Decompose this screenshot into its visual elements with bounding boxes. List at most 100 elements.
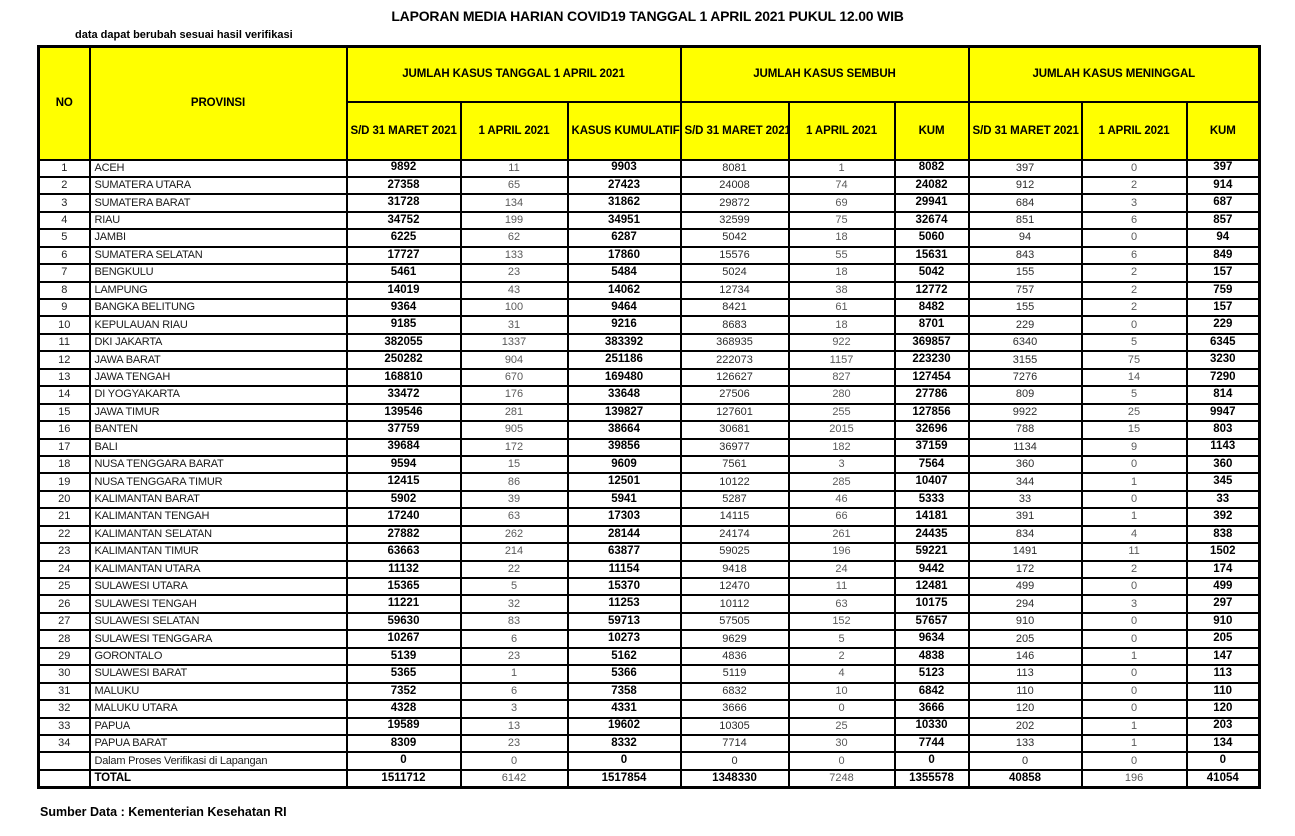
cell-value: 39856	[566, 437, 682, 457]
cell-value: 670	[459, 367, 569, 388]
cell-value: 5042	[679, 228, 790, 248]
cell-value: 14019	[345, 280, 462, 301]
data-source-note: Sumber Data : Kementerian Kesehatan RI	[40, 805, 287, 819]
cell-value: 29872	[679, 193, 790, 213]
cell-value: 9	[1080, 437, 1188, 457]
cell-value: 33	[967, 489, 1083, 510]
table-row: 9 BANGKA BELITUNG 9364 100 9464 8421 61 8482 155…	[37, 297, 1261, 318]
cell-value: 5024	[679, 263, 790, 283]
cell-value: 914	[1185, 175, 1261, 196]
cell-value: 38	[787, 280, 896, 301]
cell-value: 0	[1080, 228, 1188, 248]
cell-value: 1	[459, 664, 569, 684]
cell-provinsi: LAMPUNG	[88, 280, 348, 301]
cell-value: 168810	[345, 367, 462, 388]
cell-no: 29	[37, 646, 91, 667]
cell-no: 14	[37, 385, 91, 405]
cell-value: 8701	[893, 315, 970, 335]
cell-value: 3	[1080, 193, 1188, 213]
cell-value: 63	[459, 507, 569, 527]
cell-value: 5366	[566, 664, 682, 684]
cell-value: 7290	[1185, 367, 1261, 388]
cell-value: 7358	[566, 681, 682, 702]
cell-no: 32	[37, 699, 91, 719]
sub-header-sembuh-kum: KUM	[893, 100, 970, 161]
cell-value: 0	[1080, 629, 1188, 649]
cell-value: 0	[1185, 751, 1261, 771]
cell-no: 12	[37, 350, 91, 370]
cell-value: 9185	[345, 315, 462, 335]
cell-value: 0	[787, 699, 896, 719]
cell-value: 8421	[679, 297, 790, 318]
cell-value: 15	[459, 454, 569, 475]
cell-value: 120	[967, 699, 1083, 719]
cell-provinsi: KALIMANTAN TIMUR	[88, 542, 348, 562]
cell-value: 10175	[893, 594, 970, 614]
cell-value: 59221	[893, 542, 970, 562]
cell-no: 15	[37, 402, 91, 423]
covid-report-table: NO PROVINSI JUMLAH KASUS TANGGAL 1 APRIL…	[37, 45, 1262, 789]
sub-header-kasus-kumulatif: KASUS KUMULATIF	[566, 100, 682, 161]
cell-value: 280	[787, 385, 896, 405]
cell-value: 12501	[566, 472, 682, 492]
cell-value: 4836	[679, 646, 790, 667]
cell-no: 2	[37, 175, 91, 196]
cell-value: 838	[1185, 524, 1261, 545]
cell-value: 261	[787, 524, 896, 545]
cell-value: 1355578	[893, 768, 970, 789]
cell-no: 5	[37, 228, 91, 248]
cell-value: 10267	[345, 629, 462, 649]
cell-value: 8683	[679, 315, 790, 335]
cell-value: 196	[787, 542, 896, 562]
table-row: 20 KALIMANTAN BARAT 5902 39 5941 5287 46 5333 33…	[37, 489, 1261, 510]
cell-value: 9634	[893, 629, 970, 649]
group-header-kasus: JUMLAH KASUS TANGGAL 1 APRIL 2021	[345, 45, 682, 103]
cell-value: 12415	[345, 472, 462, 492]
cell-value: 4328	[345, 699, 462, 719]
cell-value: 7564	[893, 454, 970, 475]
cell-value: 912	[967, 175, 1083, 196]
cell-value: 86	[459, 472, 569, 492]
cell-value: 0	[1080, 751, 1188, 771]
cell-value: 10112	[679, 594, 790, 614]
cell-value: 32696	[893, 420, 970, 440]
cell-value: 4331	[566, 699, 682, 719]
cell-value: 814	[1185, 385, 1261, 405]
cell-value: 11253	[566, 594, 682, 614]
cell-value: 2	[1080, 297, 1188, 318]
cell-value: 15365	[345, 576, 462, 597]
cell-value: 30	[787, 733, 896, 754]
table-row: 8 LAMPUNG 14019 43 14062 12734 38 12772 757 2 759	[37, 280, 1261, 301]
sub-header-kasus-sd: S/D 31 MARET 2021	[345, 100, 462, 161]
cell-value: 0	[967, 751, 1083, 771]
cell-no	[37, 768, 91, 789]
cell-value: 66	[787, 507, 896, 527]
cell-value: 10305	[679, 716, 790, 736]
cell-value: 172	[459, 437, 569, 457]
cell-value: 155	[967, 263, 1083, 283]
cell-value: 5	[787, 629, 896, 649]
cell-provinsi: PAPUA	[88, 716, 348, 736]
table-row: TOTAL 1511712 6142 1517854 1348330 7248 135557…	[37, 768, 1261, 789]
cell-value: 19589	[345, 716, 462, 736]
cell-no: 27	[37, 611, 91, 632]
cell-value: 14	[1080, 367, 1188, 388]
col-header-no: NO	[37, 45, 91, 161]
table-row: 12 JAWA BARAT 250282 904 251186 222073 1157 223…	[37, 350, 1261, 370]
cell-no: 7	[37, 263, 91, 283]
cell-value: 27882	[345, 524, 462, 545]
table-row: 7 BENGKULU 5461 23 5484 5024 18 5042 155 2 157	[37, 263, 1261, 283]
cell-provinsi: BANGKA BELITUNG	[88, 297, 348, 318]
cell-value: 5902	[345, 489, 462, 510]
cell-value: 24435	[893, 524, 970, 545]
cell-provinsi: MALUKU UTARA	[88, 699, 348, 719]
cell-value: 17240	[345, 507, 462, 527]
table-row: 31 MALUKU 7352 6 7358 6832 10 6842 110 0 110	[37, 681, 1261, 702]
sub-header-sembuh-1april: 1 APRIL 2021	[787, 100, 896, 161]
cell-value: 0	[1080, 664, 1188, 684]
cell-value: 368935	[679, 332, 790, 353]
cell-provinsi: PAPUA BARAT	[88, 733, 348, 754]
cell-value: 397	[967, 158, 1083, 178]
cell-value: 202	[967, 716, 1083, 736]
verification-note: data dapat berubah sesuai hasil verifika…	[75, 29, 293, 41]
